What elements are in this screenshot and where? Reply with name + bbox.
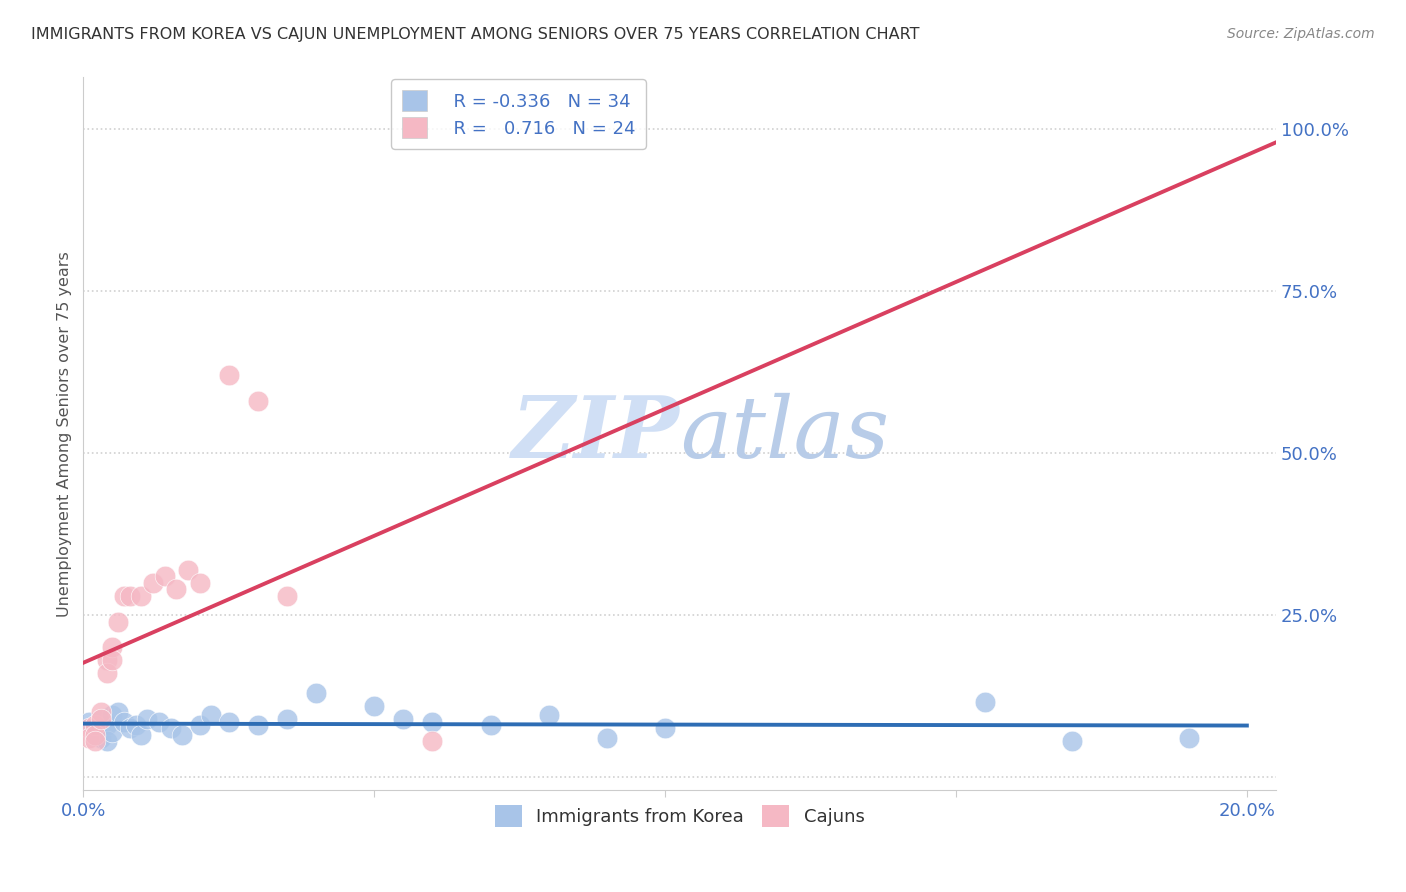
Point <box>974 696 997 710</box>
Point <box>305 686 328 700</box>
Point <box>124 718 146 732</box>
Point <box>84 728 107 742</box>
Point <box>218 714 240 729</box>
Point <box>177 563 200 577</box>
Point <box>107 705 129 719</box>
Point <box>101 640 124 655</box>
Point <box>153 569 176 583</box>
Point <box>84 718 107 732</box>
Point <box>172 728 194 742</box>
Point <box>84 734 107 748</box>
Point <box>422 714 444 729</box>
Point <box>654 722 676 736</box>
Text: IMMIGRANTS FROM KOREA VS CAJUN UNEMPLOYMENT AMONG SENIORS OVER 75 YEARS CORRELAT: IMMIGRANTS FROM KOREA VS CAJUN UNEMPLOYM… <box>31 27 920 42</box>
Point <box>96 718 118 732</box>
Point <box>246 394 269 409</box>
Point <box>90 712 112 726</box>
Point <box>142 575 165 590</box>
Point <box>276 589 298 603</box>
Point <box>165 582 187 596</box>
Point <box>1062 734 1084 748</box>
Point <box>188 575 211 590</box>
Point <box>84 722 107 736</box>
Point <box>246 718 269 732</box>
Point <box>90 712 112 726</box>
Text: Source: ZipAtlas.com: Source: ZipAtlas.com <box>1227 27 1375 41</box>
Point <box>136 712 159 726</box>
Point <box>596 731 619 745</box>
Point <box>77 714 100 729</box>
Point <box>131 589 153 603</box>
Text: atlas: atlas <box>679 392 889 475</box>
Point <box>101 653 124 667</box>
Point <box>112 714 135 729</box>
Point <box>77 722 100 736</box>
Point <box>90 705 112 719</box>
Text: ZIP: ZIP <box>512 392 679 475</box>
Point <box>200 708 222 723</box>
Point <box>218 368 240 383</box>
Y-axis label: Unemployment Among Seniors over 75 years: Unemployment Among Seniors over 75 years <box>58 251 72 616</box>
Point <box>118 589 141 603</box>
Point <box>118 722 141 736</box>
Point <box>363 698 385 713</box>
Point <box>96 734 118 748</box>
Point <box>537 708 560 723</box>
Point <box>90 731 112 745</box>
Point <box>148 714 170 729</box>
Legend: Immigrants from Korea, Cajuns: Immigrants from Korea, Cajuns <box>488 797 872 834</box>
Point <box>188 718 211 732</box>
Point <box>101 708 124 723</box>
Point <box>96 666 118 681</box>
Point <box>84 728 107 742</box>
Point <box>101 724 124 739</box>
Point <box>77 731 100 745</box>
Point <box>276 712 298 726</box>
Point <box>96 653 118 667</box>
Point <box>159 722 181 736</box>
Point <box>112 589 135 603</box>
Point <box>392 712 415 726</box>
Point <box>107 615 129 629</box>
Point <box>131 728 153 742</box>
Point <box>422 734 444 748</box>
Point <box>479 718 502 732</box>
Point <box>1177 731 1199 745</box>
